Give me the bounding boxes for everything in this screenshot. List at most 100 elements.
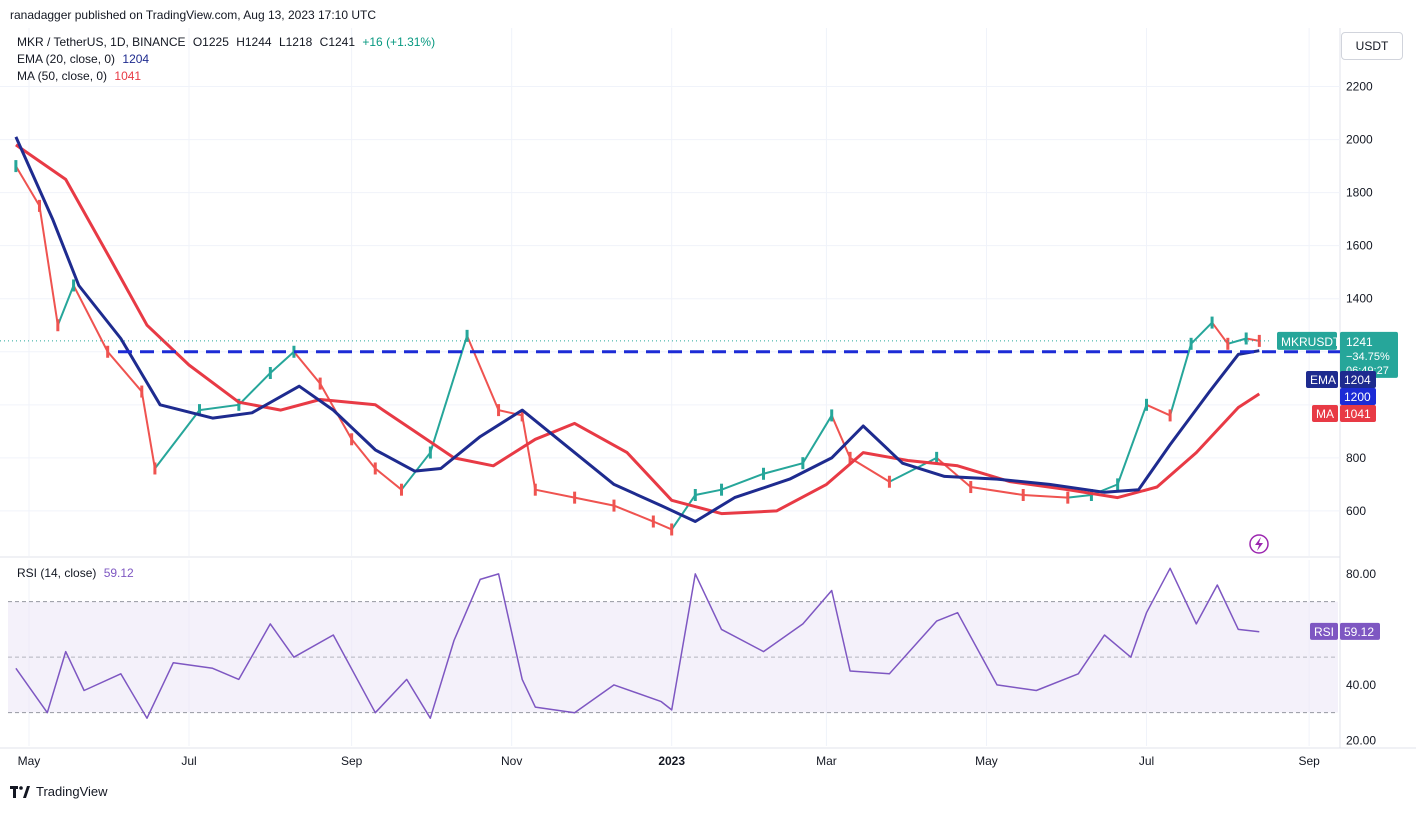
ema-label-tag[interactable]: EMA <box>1306 371 1338 388</box>
ma-label: MA (50, close, 0) <box>17 69 108 83</box>
price-segment <box>238 372 272 406</box>
ma-label-tag-bg <box>1312 405 1338 422</box>
price-candle <box>1210 316 1214 329</box>
rsi-value-tag-text: 59.12 <box>1344 625 1374 639</box>
high-value: H1244 <box>236 35 272 49</box>
time-tick-label: May <box>18 754 41 768</box>
last-price-text: 1241 <box>1346 335 1373 349</box>
price-segment <box>72 284 109 353</box>
level-value-tag-bg <box>1340 388 1376 405</box>
last-price-tag[interactable]: 1241−34.75%06:49:27 <box>1340 331 1398 378</box>
price-candle <box>520 409 524 422</box>
price-segment <box>1146 403 1171 417</box>
price-segment <box>652 520 673 531</box>
price-candle <box>762 467 766 480</box>
rsi-value: 59.12 <box>103 566 134 580</box>
rsi-legend[interactable]: RSI (14, close) 59.12 <box>17 566 134 580</box>
lightning-icon[interactable] <box>1249 534 1269 554</box>
price-candle <box>140 385 144 398</box>
rsi-value-tag-bg <box>1340 622 1380 640</box>
ma-value: 1041 <box>114 69 142 83</box>
price-candle <box>801 457 805 470</box>
time-tick-label: Jul <box>181 754 196 768</box>
price-candle <box>533 483 537 496</box>
price-candle <box>197 404 201 417</box>
price-segment <box>15 165 41 207</box>
price-candle <box>153 462 157 475</box>
price-segment <box>1067 494 1092 499</box>
price-segment <box>801 414 833 464</box>
rsi-label-tag[interactable]: RSI <box>1310 622 1338 640</box>
price-segment <box>763 462 804 475</box>
price-candle <box>612 499 616 512</box>
price-segment <box>1190 321 1213 345</box>
price-tick-label: 800 <box>1346 451 1366 465</box>
price-tick-label: 600 <box>1346 504 1366 518</box>
rsi-label: RSI (14, close) <box>17 566 97 580</box>
price-segment <box>935 457 972 488</box>
rsi-band <box>8 601 1338 714</box>
rsi-line[interactable] <box>15 567 1260 719</box>
price-candle <box>830 409 834 422</box>
tradingview-branding[interactable]: TradingView <box>10 784 108 799</box>
time-tick-label: 2023 <box>658 754 685 768</box>
price-candle <box>350 433 354 446</box>
price-candle <box>318 377 322 390</box>
price-tick-label: 2000 <box>1346 133 1373 147</box>
price-candle <box>72 279 76 292</box>
price-candle <box>573 491 577 504</box>
ema-value-tag-bg <box>1340 371 1376 388</box>
ema-label-tag-bg <box>1306 371 1338 388</box>
ma50-line[interactable] <box>15 143 1261 516</box>
ema-legend[interactable]: EMA (20, close, 0) 1204 <box>17 52 149 66</box>
price-candle <box>1089 488 1093 501</box>
price-segment <box>140 391 156 469</box>
ma-legend[interactable]: MA (50, close, 0) 1041 <box>17 69 141 83</box>
time-axis: May Jul Sep Nov 2023 Mar May Jul Sep <box>18 754 1320 768</box>
price-segment <box>670 494 697 531</box>
price-segment <box>1169 343 1193 416</box>
price-segment <box>56 285 75 326</box>
currency-button[interactable]: USDT <box>1341 32 1403 60</box>
open-value: O1225 <box>192 35 229 49</box>
price-segment <box>970 486 1024 496</box>
price-segment <box>38 205 59 326</box>
price-candle <box>399 483 403 496</box>
price-candle <box>1244 332 1248 345</box>
ma-label-tag[interactable]: MA <box>1312 405 1338 422</box>
symbol-name[interactable]: MKR / TetherUS, 1D, BINANCE <box>17 35 186 49</box>
time-tick-label: Sep <box>341 754 363 768</box>
ema-label-tag-text: EMA <box>1310 373 1336 387</box>
price-candle <box>651 515 655 528</box>
ema20-line[interactable] <box>14 136 1260 523</box>
price-candle <box>292 345 296 358</box>
ma-label-tag-text: MA <box>1316 407 1334 421</box>
price-candle <box>935 451 939 464</box>
price-candle <box>1021 488 1025 501</box>
rsi-label-tag-bg <box>1310 622 1338 640</box>
rsi-value-tag[interactable]: 59.12 <box>1340 622 1380 640</box>
symbol-tag[interactable]: MKRUSDT <box>1277 331 1341 350</box>
price-segment <box>1116 404 1148 485</box>
price-segment <box>106 351 143 393</box>
price-tick-label: 1400 <box>1346 292 1373 306</box>
time-tick-label: May <box>975 754 998 768</box>
price-candle <box>1226 337 1230 350</box>
price-tick-label: 2200 <box>1346 80 1373 94</box>
price-candle <box>693 488 697 501</box>
time-tick-label: Jul <box>1139 754 1154 768</box>
symbol-legend: MKR / TetherUS, 1D, BINANCE O1225 H1244 … <box>17 35 435 49</box>
price-tick-label: 1600 <box>1346 239 1373 253</box>
price-segment <box>1211 321 1229 345</box>
last-price-tag-bg <box>1340 331 1398 378</box>
ema-value-tag[interactable]: 1204 <box>1340 371 1376 388</box>
price-segment <box>613 504 654 523</box>
price-candle <box>1066 491 1070 504</box>
rsi-tick-label: 20.00 <box>1346 733 1376 747</box>
ma-value-tag[interactable]: 1041 <box>1340 405 1376 422</box>
level-value-tag[interactable]: 1200 <box>1340 388 1376 405</box>
rsi-tick-label: 80.00 <box>1346 567 1376 581</box>
